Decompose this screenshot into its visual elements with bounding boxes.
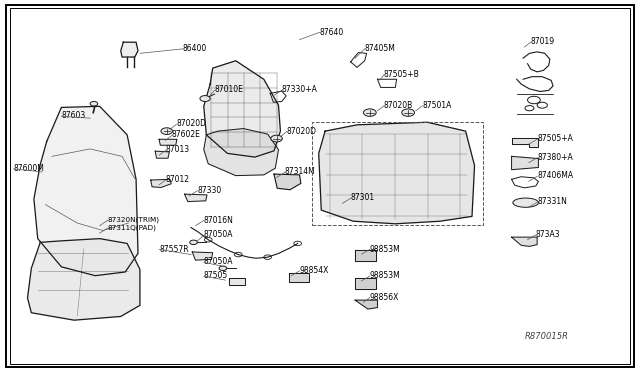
Text: 87406MA: 87406MA <box>537 171 573 180</box>
Text: 87020D: 87020D <box>287 126 317 136</box>
Text: 87311Q(PAD): 87311Q(PAD) <box>108 224 157 231</box>
Polygon shape <box>355 278 376 289</box>
Polygon shape <box>229 278 245 285</box>
Text: 87505: 87505 <box>204 271 228 280</box>
Polygon shape <box>355 250 376 261</box>
Text: 87331N: 87331N <box>537 197 567 206</box>
Polygon shape <box>204 129 278 176</box>
Polygon shape <box>156 151 170 158</box>
Circle shape <box>364 109 376 116</box>
Text: 98856X: 98856X <box>370 293 399 302</box>
Circle shape <box>90 102 98 106</box>
Text: 87640: 87640 <box>320 28 344 37</box>
Text: 87405M: 87405M <box>365 44 396 53</box>
Circle shape <box>200 96 210 102</box>
Polygon shape <box>121 42 138 57</box>
Polygon shape <box>511 156 538 170</box>
Text: 87019: 87019 <box>531 37 555 46</box>
Polygon shape <box>28 238 140 320</box>
Text: 87603: 87603 <box>61 111 86 120</box>
Text: 98853M: 98853M <box>370 271 401 280</box>
Text: 87330: 87330 <box>197 186 221 195</box>
Polygon shape <box>34 106 138 276</box>
Polygon shape <box>204 61 280 157</box>
Circle shape <box>161 128 173 135</box>
Polygon shape <box>184 194 207 202</box>
Circle shape <box>189 240 197 244</box>
Text: 87013: 87013 <box>166 145 189 154</box>
Text: 87314M: 87314M <box>285 167 316 176</box>
Text: 87505+A: 87505+A <box>537 134 573 143</box>
Text: 98854X: 98854X <box>300 266 329 275</box>
Polygon shape <box>355 300 378 309</box>
Text: 87320N(TRIM): 87320N(TRIM) <box>108 217 160 223</box>
Circle shape <box>271 135 282 142</box>
Text: 87505+B: 87505+B <box>384 70 420 79</box>
Text: 87050A: 87050A <box>204 230 233 240</box>
Polygon shape <box>151 179 172 187</box>
Polygon shape <box>274 174 301 190</box>
Text: 87012: 87012 <box>166 175 189 184</box>
Polygon shape <box>511 138 538 147</box>
Text: 87301: 87301 <box>351 193 375 202</box>
Text: 87010E: 87010E <box>214 85 243 94</box>
Polygon shape <box>159 139 177 145</box>
Polygon shape <box>511 237 537 246</box>
Text: 87020D: 87020D <box>176 119 206 128</box>
Circle shape <box>219 266 227 270</box>
Text: R870015R: R870015R <box>525 331 569 341</box>
Text: 87330+A: 87330+A <box>282 85 317 94</box>
Text: 87602E: 87602E <box>172 130 201 140</box>
Text: 87557R: 87557R <box>159 244 189 253</box>
Text: 87020B: 87020B <box>384 101 413 110</box>
Ellipse shape <box>513 198 538 207</box>
Polygon shape <box>192 252 212 260</box>
Text: 87380+A: 87380+A <box>537 153 573 161</box>
Bar <box>312 122 483 225</box>
Text: 98853M: 98853M <box>370 244 401 253</box>
Text: 87600M: 87600M <box>13 164 44 173</box>
Text: 87050A: 87050A <box>204 257 233 266</box>
Circle shape <box>402 109 415 116</box>
Text: 87501A: 87501A <box>422 101 452 110</box>
Text: 87016N: 87016N <box>204 216 234 225</box>
Polygon shape <box>289 273 308 282</box>
Polygon shape <box>319 122 474 224</box>
Text: 86400: 86400 <box>182 44 207 53</box>
Text: 873A3: 873A3 <box>536 230 561 239</box>
